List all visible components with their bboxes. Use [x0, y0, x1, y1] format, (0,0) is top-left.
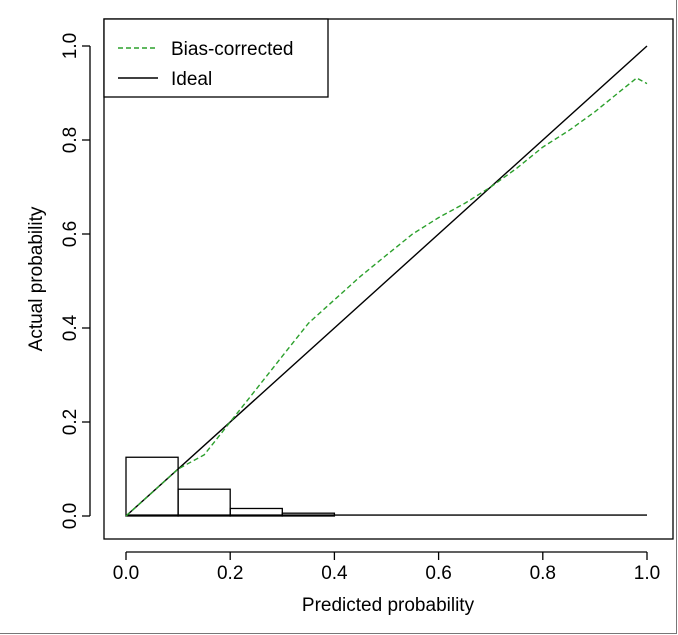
y-tick-label: 0.0: [60, 503, 81, 529]
histogram-bar: [177, 488, 231, 517]
histogram-layer: [125, 456, 647, 517]
y-tick-label: 0.2: [60, 409, 81, 435]
y-tick-label: 1.0: [60, 33, 81, 59]
histogram-bar: [125, 456, 179, 517]
legend: Bias-corrected Ideal: [103, 18, 329, 98]
legend-label-bias-corrected: Bias-corrected: [171, 39, 294, 60]
x-axis-title: Predicted probability: [302, 595, 475, 616]
x-tick-label: 0.8: [530, 563, 556, 584]
lines-layer: [125, 45, 648, 517]
x-tick-label: 0.4: [321, 563, 348, 584]
x-tick-label: 0.0: [113, 563, 139, 584]
y-axis-title: Actual probability: [26, 206, 47, 351]
y-tick-label: 0.8: [60, 127, 81, 153]
histogram-bar: [229, 507, 283, 517]
y-tick-label: 0.4: [60, 314, 81, 341]
y-tick-label: 0.6: [60, 221, 81, 247]
x-tick-label: 1.0: [634, 563, 660, 584]
legend-label-ideal: Ideal: [171, 69, 212, 90]
x-tick-label: 0.6: [425, 563, 451, 584]
series-line-bias-corrected: [125, 77, 648, 517]
plot-border: [103, 18, 674, 540]
axes-layer: 0.0 0.2 0.4 0.6 0.8 1.0 0.0 0.2 0.4 0.6 0.8 1.0: [60, 33, 660, 584]
x-tick-label: 0.2: [217, 563, 243, 584]
series-line-ideal: [125, 45, 648, 517]
legend-box: [103, 18, 329, 98]
